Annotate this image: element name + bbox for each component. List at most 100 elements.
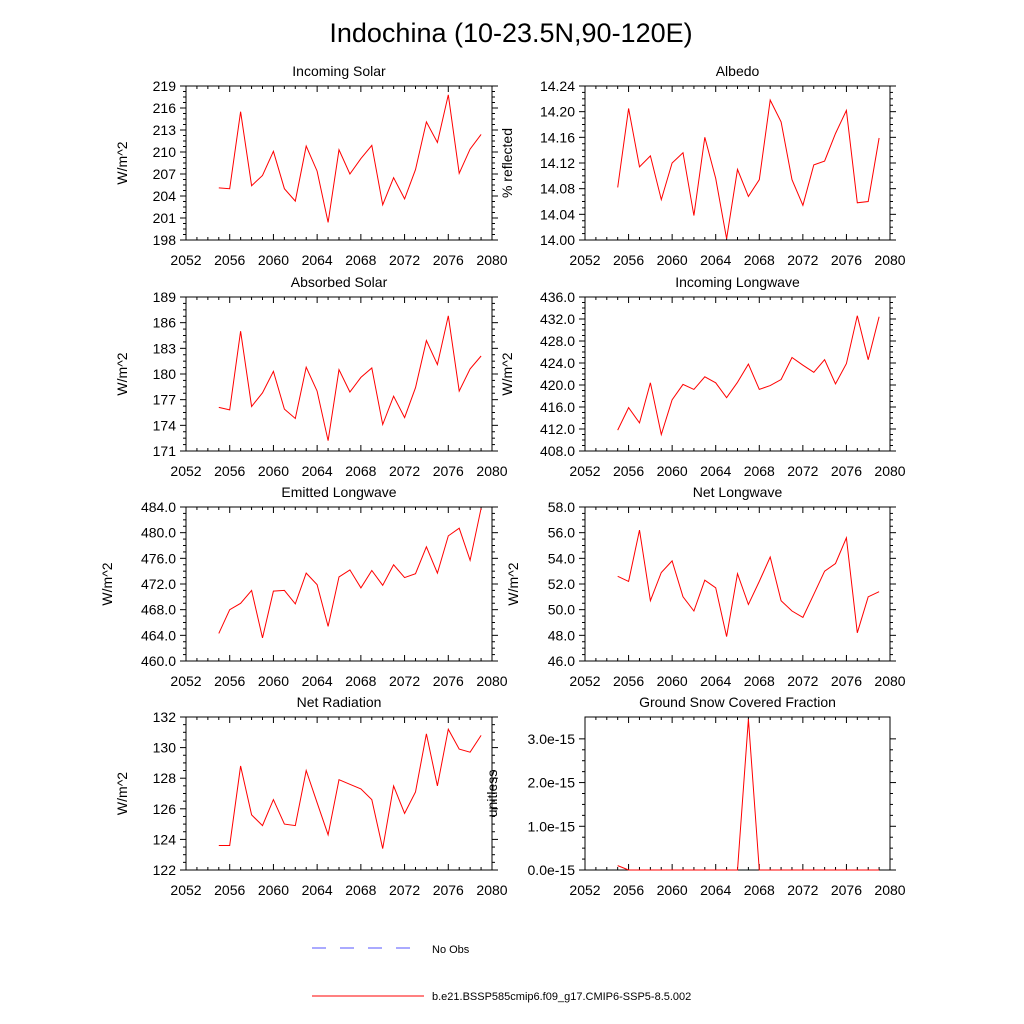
y-tick-label: 216 (153, 100, 177, 116)
series-line (218, 94, 482, 223)
x-tick-label: 2064 (700, 252, 731, 268)
y-tick-label: 198 (153, 232, 177, 248)
y-axis-label: % reflected (499, 128, 515, 198)
y-axis-label: W/m^2 (114, 141, 130, 184)
x-tick-label: 2064 (302, 463, 333, 479)
x-tick-label: 2072 (787, 252, 818, 268)
y-tick-label: 436.0 (540, 289, 575, 305)
y-tick-label: 14.00 (540, 232, 575, 248)
panel-4: 2052 2056 2060 2064 2068 2072 2076 2080 460.0 464… (99, 484, 508, 689)
y-tick-label: 126 (153, 801, 177, 817)
series-line (617, 719, 880, 871)
x-tick-label: 2064 (700, 673, 731, 689)
series-line (617, 315, 880, 437)
x-tick-label: 2056 (214, 463, 245, 479)
y-tick-label: 128 (153, 770, 177, 786)
panel-3: 2052 2056 2060 2064 2068 2072 2076 2080 408.0 412… (499, 274, 906, 479)
panel-title: Net Longwave (693, 484, 783, 500)
y-axis-label: W/m^2 (99, 562, 115, 605)
y-tick-label: 432.0 (540, 311, 575, 327)
x-tick-label: 2064 (700, 882, 731, 898)
x-tick-label: 2052 (569, 463, 600, 479)
x-tick-label: 2080 (874, 882, 905, 898)
panel-1: 2052 2056 2060 2064 2068 2072 2076 2080 14.00 14.… (499, 63, 906, 268)
y-tick-label: 171 (153, 443, 177, 459)
x-tick-label: 2076 (433, 882, 464, 898)
x-tick-label: 2076 (831, 252, 862, 268)
series-line (218, 315, 482, 441)
y-tick-label: 14.24 (540, 78, 575, 94)
x-tick-label: 2068 (345, 252, 376, 268)
panel-2: 2052 2056 2060 2064 2068 2072 2076 2080 171 174 17… (114, 274, 508, 479)
y-tick-label: 124 (153, 831, 177, 847)
y-tick-label: 428.0 (540, 333, 575, 349)
y-tick-label: 14.16 (540, 129, 575, 145)
y-tick-label: 476.0 (141, 550, 176, 566)
plot-frame (185, 296, 493, 452)
x-tick-label: 2052 (170, 882, 201, 898)
x-tick-label: 2052 (569, 252, 600, 268)
x-tick-label: 2060 (657, 882, 688, 898)
y-tick-label: 186 (153, 315, 177, 331)
x-tick-label: 2080 (874, 463, 905, 479)
x-tick-label: 2060 (258, 882, 289, 898)
x-tick-label: 2056 (613, 463, 644, 479)
y-tick-label: 3.0e-15 (528, 731, 576, 747)
y-tick-label: 174 (153, 417, 177, 433)
series-line (218, 508, 482, 639)
y-tick-label: 56.0 (548, 525, 575, 541)
x-tick-label: 2076 (433, 252, 464, 268)
x-tick-label: 2080 (476, 673, 507, 689)
y-axis-label: W/m^2 (114, 772, 130, 815)
y-tick-label: 52.0 (548, 576, 575, 592)
y-tick-label: 54.0 (548, 550, 575, 566)
y-tick-label: 1.0e-15 (528, 818, 576, 834)
plot-frame (185, 85, 493, 241)
y-tick-label: 424.0 (540, 355, 575, 371)
plot-frame (584, 85, 891, 241)
legend: No Obs b.e21.BSSP585cmip6.f09_g17.CMIP6-… (312, 944, 691, 1003)
x-tick-label: 2072 (787, 673, 818, 689)
y-tick-label: 14.12 (540, 155, 575, 171)
x-tick-label: 2080 (874, 252, 905, 268)
x-tick-label: 2076 (831, 463, 862, 479)
y-tick-label: 204 (153, 188, 177, 204)
y-tick-label: 130 (153, 740, 177, 756)
panel-title: Emitted Longwave (281, 484, 396, 500)
plot-frame (584, 296, 891, 452)
x-tick-label: 2076 (831, 882, 862, 898)
x-tick-label: 2052 (170, 252, 201, 268)
x-tick-label: 2064 (302, 882, 333, 898)
panel-6: 2052 2056 2060 2064 2068 2072 2076 2080 122 124 12… (114, 694, 508, 898)
x-tick-label: 2064 (302, 673, 333, 689)
y-tick-label: 219 (153, 78, 177, 94)
y-axis-label: unitless (484, 770, 500, 817)
x-tick-label: 2064 (302, 252, 333, 268)
x-tick-label: 2080 (476, 882, 507, 898)
y-tick-label: 472.0 (141, 576, 176, 592)
x-tick-label: 2072 (389, 463, 420, 479)
y-tick-label: 122 (153, 862, 177, 878)
x-tick-label: 2068 (345, 882, 376, 898)
x-tick-label: 2072 (389, 252, 420, 268)
x-tick-label: 2068 (345, 673, 376, 689)
y-tick-label: 210 (153, 144, 177, 160)
y-tick-label: 0.0e-15 (528, 862, 576, 878)
plot-frame (584, 506, 891, 662)
x-tick-label: 2060 (657, 673, 688, 689)
x-tick-label: 2052 (569, 882, 600, 898)
x-tick-label: 2076 (433, 673, 464, 689)
x-tick-label: 2056 (214, 252, 245, 268)
y-axis-label: W/m^2 (505, 562, 521, 605)
x-tick-label: 2068 (345, 463, 376, 479)
x-tick-label: 2068 (744, 463, 775, 479)
x-tick-label: 2080 (874, 673, 905, 689)
y-tick-label: 464.0 (141, 627, 176, 643)
y-tick-label: 207 (153, 166, 177, 182)
x-tick-label: 2060 (258, 252, 289, 268)
y-tick-label: 58.0 (548, 499, 575, 515)
y-tick-label: 484.0 (141, 499, 176, 515)
x-tick-label: 2060 (258, 673, 289, 689)
x-tick-label: 2060 (657, 252, 688, 268)
x-tick-label: 2068 (744, 882, 775, 898)
